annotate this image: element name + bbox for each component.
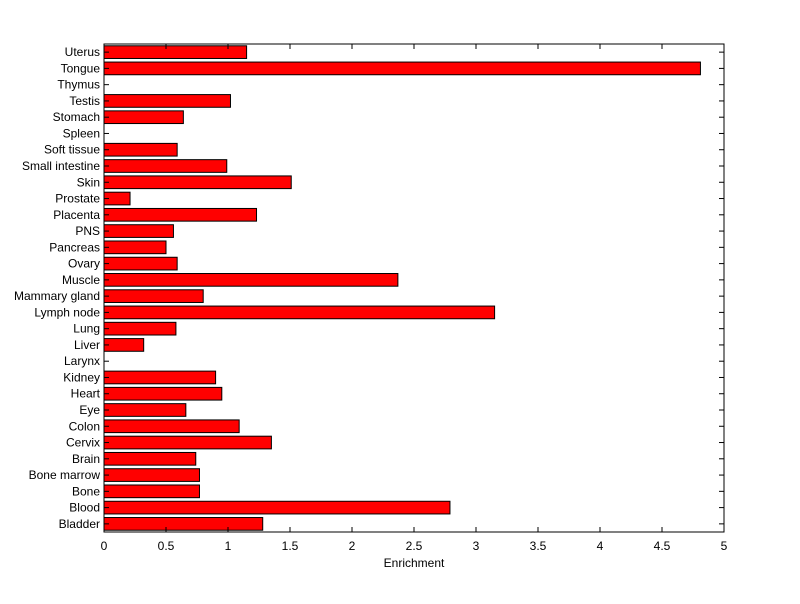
bar [103,386,223,401]
x-tick-label: 5 [721,539,728,553]
y-tick-label: Larynx [64,354,100,368]
bar [103,468,200,482]
y-tick-label: Small intestine [22,159,100,173]
y-tick-label: Ovary [68,257,100,271]
x-tick-label: 2.5 [406,539,423,553]
bar [103,45,248,59]
y-tick-label: Placenta [53,208,100,222]
bar [103,207,258,222]
x-tick-label: 4.5 [654,539,671,553]
y-tick-label: Soft tissue [44,143,100,157]
bar [103,61,701,76]
y-tick-label: Muscle [62,273,100,287]
y-tick-label: Eye [79,403,100,417]
bar [103,517,264,531]
y-tick-labels: Bladder Blood Bone Bone marrow Brain Cervix Co… [14,45,101,531]
bar [103,159,228,173]
y-tick-label: Bone [72,484,100,498]
y-tick-label: Lymph node [34,305,100,319]
bar [103,305,496,320]
y-tick-label: Colon [69,419,100,433]
y-tick-label: Mammary gland [14,289,100,303]
x-tick-label: 0 [101,539,108,553]
y-tick-label: Pancreas [49,240,100,254]
y-tick-label: Brain [72,452,100,466]
y-tick-label: Heart [71,387,101,401]
x-tick-label: 3.5 [530,539,547,553]
bar [103,175,292,190]
bar [103,273,399,287]
y-tick-label: Cervix [66,436,100,450]
y-tick-label: Prostate [55,192,100,206]
bar [103,94,231,108]
y-tick-label: Uterus [65,45,100,59]
x-tick-labels: 0 0.5 1 1.5 2 2.5 3 3.5 4 4.5 5 [101,539,728,553]
y-tick-label: Thymus [57,78,100,92]
bar [103,370,217,385]
bar [103,500,451,515]
x-tick-label: 1 [225,539,232,553]
bar [103,403,187,417]
y-tick-label: Liver [74,338,100,352]
bar [103,256,178,271]
y-tick-label: Stomach [53,110,100,124]
y-tick-label: Bladder [59,517,100,531]
ticks-layer [103,44,725,532]
bar [103,110,184,125]
y-tick-label: Kidney [63,370,100,384]
bar [103,338,145,352]
y-tick-label: PNS [75,224,100,238]
bar [103,451,197,466]
y-tick-label: Spleen [63,126,100,140]
x-tick-label: 1.5 [282,539,299,553]
bar [103,484,200,499]
bar [103,321,177,336]
y-tick-label: Lung [73,322,100,336]
y-tick-label: Bone marrow [29,468,101,482]
x-tick-label: 4 [597,539,604,553]
bar [103,289,204,303]
bars-layer [103,45,701,531]
y-tick-label: Tongue [61,61,101,75]
x-axis-label: Enrichment [384,556,445,570]
bar [103,240,167,255]
bar [103,142,178,157]
y-tick-label: Skin [77,175,100,189]
x-tick-label: 3 [473,539,480,553]
bar [103,419,240,434]
y-tick-label: Blood [69,501,100,515]
x-tick-label: 2 [349,539,356,553]
bar [103,435,272,450]
x-tick-label: 0.5 [158,539,175,553]
axes-box [103,43,725,533]
y-tick-label: Testis [69,94,100,108]
bar [103,224,174,238]
